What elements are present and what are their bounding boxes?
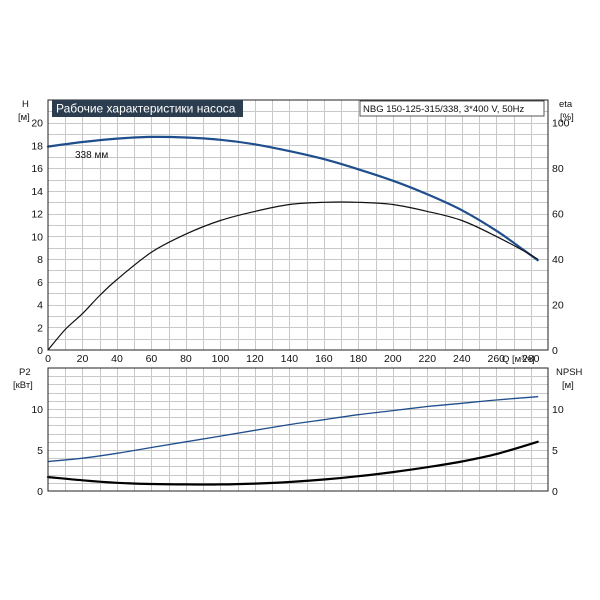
title-box [52,100,243,117]
power-tick-label: 10 [31,404,43,416]
power-curve [47,396,539,463]
bottom-left-tick-labels: 0 5 10 [31,404,43,498]
npsh-tick-label: 10 [552,404,564,416]
npsh-tick-label: 0 [552,486,558,498]
head-efficiency-panel: 0 20 40 60 80 100 120 140 160 180 200 220 240 260 280 … [18,99,574,365]
eta-tick-label: 40 [552,254,564,266]
x-tick-label: 80 [180,353,192,365]
flow-axis-label: Q [м³/ч] [502,354,535,365]
x-tick-label: 220 [419,353,437,365]
x-tick-label: 240 [453,353,471,365]
head-tick-label: 16 [31,163,43,175]
model-label: NBG 150-125-315/338, 3*400 V, 50Hz [363,104,525,115]
x-tick-label: 20 [77,353,89,365]
x-tick-label: 200 [384,353,402,365]
x-tick-label: 100 [212,353,230,365]
impeller-diameter-label: 338 мм [75,150,108,161]
x-tick-label: 180 [350,353,368,365]
x-tick-label: 140 [281,353,299,365]
eta-tick-label: 80 [552,163,564,175]
head-tick-label: 14 [31,186,43,198]
x-tick-label: 280 [522,353,540,365]
npsh-tick-label: 5 [552,445,558,457]
power-tick-label: 0 [37,486,43,498]
x-tick-label: 40 [111,353,123,365]
head-tick-label: 0 [37,345,43,357]
eta-axis-name: eta [559,99,573,110]
x-tick-label: 0 [45,353,51,365]
head-tick-label: 10 [31,231,43,243]
eta-tick-label: 60 [552,209,564,221]
top-curves [46,135,539,351]
head-tick-label: 12 [31,209,43,221]
eta-tick-label: 100 [552,118,570,130]
efficiency-curve [47,201,539,351]
x-tick-label: 120 [246,353,264,365]
power-tick-label: 5 [37,445,43,457]
top-plot-frame [47,99,549,351]
top-grid [48,100,548,350]
power-axis-name: P2 [19,367,31,378]
eta-axis-unit: [%] [560,112,574,123]
power-npsh-panel: 0 5 10 0 5 10 P2 [кВт] NPSH [м] [13,367,583,498]
eta-tick-label: 20 [552,300,564,312]
head-axis-name: H [22,99,29,110]
head-tick-label: 6 [37,277,43,289]
bottom-grid [48,368,548,491]
top-left-tick-labels: 0 2 4 6 8 10 12 14 16 18 20 [31,118,43,357]
head-axis-unit: [м] [18,112,30,123]
npsh-axis-name: NPSH [556,367,583,378]
x-tick-label: 160 [315,353,333,365]
head-tick-label: 2 [37,322,43,334]
power-axis-unit: [кВт] [13,380,33,391]
head-tick-label: 4 [37,300,43,312]
chart-title: Рабочие характеристики насоса [56,102,236,116]
bottom-curves [46,396,539,486]
bottom-right-tick-labels: 0 5 10 [552,404,564,498]
top-x-tick-labels: 0 20 40 60 80 100 120 140 160 180 200 220 240 260 280 [45,353,540,365]
x-tick-label: 260 [488,353,506,365]
head-curve [46,135,539,262]
eta-tick-label: 0 [552,345,558,357]
npsh-axis-unit: [м] [562,380,574,391]
npsh-curve [46,440,539,486]
head-tick-label: 8 [37,254,43,266]
bottom-plot-frame [47,367,549,492]
top-right-tick-labels: 0 20 40 60 80 100 [552,118,570,357]
model-box [359,100,545,117]
head-tick-label: 20 [31,118,43,130]
x-tick-label: 60 [146,353,158,365]
head-tick-label: 18 [31,140,43,152]
